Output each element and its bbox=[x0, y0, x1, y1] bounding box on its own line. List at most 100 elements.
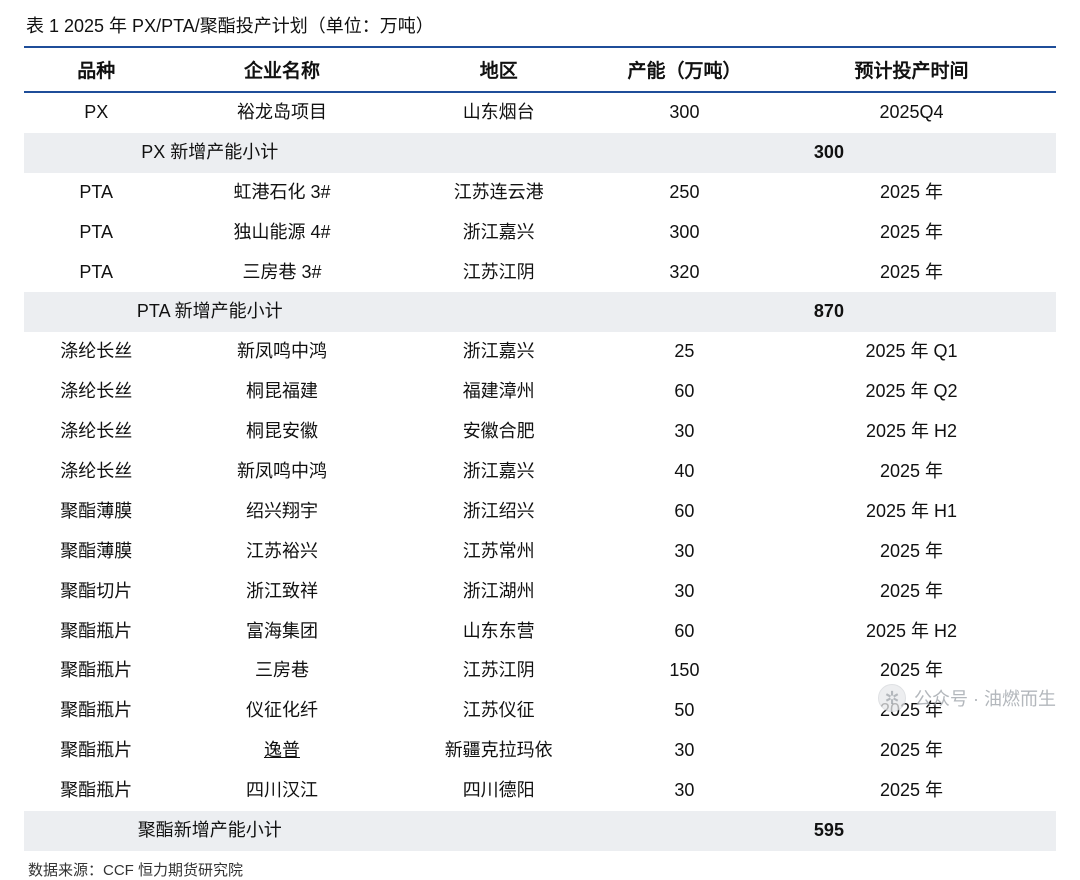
cell: 2025 年 bbox=[767, 731, 1056, 771]
cell: 江苏常州 bbox=[396, 532, 602, 572]
subtotal-blank bbox=[396, 292, 602, 332]
cell: 30 bbox=[602, 731, 767, 771]
cell: 江苏江阴 bbox=[396, 253, 602, 293]
cell: 浙江绍兴 bbox=[396, 492, 602, 532]
cell: 300 bbox=[602, 92, 767, 133]
cell: 聚酯薄膜 bbox=[24, 492, 168, 532]
cell: 2025 年 bbox=[767, 651, 1056, 691]
col-header-company: 企业名称 bbox=[168, 47, 395, 92]
table-row: 涤纶长丝桐昆福建福建漳州602025 年 Q2 bbox=[24, 372, 1056, 412]
cell: 30 bbox=[602, 771, 767, 811]
table-row: 涤纶长丝新凤鸣中鸿浙江嘉兴252025 年 Q1 bbox=[24, 332, 1056, 372]
cell: 60 bbox=[602, 372, 767, 412]
cell: 150 bbox=[602, 651, 767, 691]
table-row: 聚酯瓶片逸普新疆克拉玛依302025 年 bbox=[24, 731, 1056, 771]
table-title: 表 1 2025 年 PX/PTA/聚酯投产计划（单位：万吨） bbox=[24, 12, 1056, 38]
cell: PTA bbox=[24, 253, 168, 293]
table-row: PTA三房巷 3#江苏江阴3202025 年 bbox=[24, 253, 1056, 293]
table-row: 聚酯瓶片三房巷江苏江阴1502025 年 bbox=[24, 651, 1056, 691]
cell: 30 bbox=[602, 532, 767, 572]
cell: 聚酯瓶片 bbox=[24, 612, 168, 652]
cell: 绍兴翔宇 bbox=[168, 492, 395, 532]
table-row: PX裕龙岛项目山东烟台3002025Q4 bbox=[24, 92, 1056, 133]
cell: 2025Q4 bbox=[767, 92, 1056, 133]
cell: 2025 年 H2 bbox=[767, 612, 1056, 652]
table-row: 聚酯瓶片富海集团山东东营602025 年 H2 bbox=[24, 612, 1056, 652]
subtotal-row: PX 新增产能小计300 bbox=[24, 133, 1056, 173]
cell: 四川德阳 bbox=[396, 771, 602, 811]
table-row: 聚酯薄膜绍兴翔宇浙江绍兴602025 年 H1 bbox=[24, 492, 1056, 532]
cell: 2025 年 H2 bbox=[767, 412, 1056, 452]
cell: PTA bbox=[24, 213, 168, 253]
cell: 2025 年 H1 bbox=[767, 492, 1056, 532]
cell: 2025 年 bbox=[767, 691, 1056, 731]
cell: 聚酯瓶片 bbox=[24, 731, 168, 771]
table-row: 聚酯瓶片仪征化纤江苏仪征502025 年 bbox=[24, 691, 1056, 731]
cell: 聚酯瓶片 bbox=[24, 651, 168, 691]
cell: 江苏连云港 bbox=[396, 173, 602, 213]
cell: 30 bbox=[602, 572, 767, 612]
cell: 25 bbox=[602, 332, 767, 372]
cell: 新凤鸣中鸿 bbox=[168, 332, 395, 372]
cell: 裕龙岛项目 bbox=[168, 92, 395, 133]
cell: 山东烟台 bbox=[396, 92, 602, 133]
production-plan-table: 品种 企业名称 地区 产能（万吨） 预计投产时间 PX裕龙岛项目山东烟台3002… bbox=[24, 46, 1056, 851]
subtotal-label: PTA 新增产能小计 bbox=[24, 292, 396, 332]
cell: 2025 年 bbox=[767, 452, 1056, 492]
cell: 聚酯瓶片 bbox=[24, 771, 168, 811]
cell: 安徽合肥 bbox=[396, 412, 602, 452]
subtotal-label: PX 新增产能小计 bbox=[24, 133, 396, 173]
cell: PTA bbox=[24, 173, 168, 213]
subtotal-blank bbox=[396, 133, 602, 173]
cell: 三房巷 3# bbox=[168, 253, 395, 293]
cell: 涤纶长丝 bbox=[24, 332, 168, 372]
cell: 山东东营 bbox=[396, 612, 602, 652]
cell: 250 bbox=[602, 173, 767, 213]
cell: 涤纶长丝 bbox=[24, 412, 168, 452]
cell: 浙江湖州 bbox=[396, 572, 602, 612]
cell: 四川汉江 bbox=[168, 771, 395, 811]
cell: 30 bbox=[602, 412, 767, 452]
cell: 福建漳州 bbox=[396, 372, 602, 412]
table-row: 聚酯薄膜江苏裕兴江苏常州302025 年 bbox=[24, 532, 1056, 572]
table-row: PTA独山能源 4#浙江嘉兴3002025 年 bbox=[24, 213, 1056, 253]
subtotal-row: 聚酯新增产能小计 595 bbox=[24, 811, 1056, 851]
cell: 桐昆安徽 bbox=[168, 412, 395, 452]
cell: 富海集团 bbox=[168, 612, 395, 652]
subtotal-label: 聚酯新增产能小计 bbox=[24, 811, 396, 851]
cell: 浙江嘉兴 bbox=[396, 213, 602, 253]
cell: PX bbox=[24, 92, 168, 133]
cell: 60 bbox=[602, 492, 767, 532]
cell: 仪征化纤 bbox=[168, 691, 395, 731]
cell: 新凤鸣中鸿 bbox=[168, 452, 395, 492]
cell: 320 bbox=[602, 253, 767, 293]
cell: 涤纶长丝 bbox=[24, 452, 168, 492]
cell: 新疆克拉玛依 bbox=[396, 731, 602, 771]
table-header-row: 品种 企业名称 地区 产能（万吨） 预计投产时间 bbox=[24, 47, 1056, 92]
cell: 江苏裕兴 bbox=[168, 532, 395, 572]
cell: 2025 年 bbox=[767, 213, 1056, 253]
col-header-category: 品种 bbox=[24, 47, 168, 92]
cell: 江苏江阴 bbox=[396, 651, 602, 691]
subtotal-value: 595 bbox=[602, 811, 1056, 851]
table-row: PTA虹港石化 3#江苏连云港2502025 年 bbox=[24, 173, 1056, 213]
cell: 聚酯瓶片 bbox=[24, 691, 168, 731]
cell: 桐昆福建 bbox=[168, 372, 395, 412]
cell: 虹港石化 3# bbox=[168, 173, 395, 213]
data-source: 数据来源：CCF 恒力期货研究院 bbox=[24, 859, 1056, 880]
cell: 逸普 bbox=[168, 731, 395, 771]
cell: 浙江致祥 bbox=[168, 572, 395, 612]
cell: 40 bbox=[602, 452, 767, 492]
cell: 50 bbox=[602, 691, 767, 731]
cell: 2025 年 bbox=[767, 572, 1056, 612]
table-row: 涤纶长丝桐昆安徽安徽合肥302025 年 H2 bbox=[24, 412, 1056, 452]
subtotal-row: PTA 新增产能小计 870 bbox=[24, 292, 1056, 332]
col-header-timing: 预计投产时间 bbox=[767, 47, 1056, 92]
subtotal-blank bbox=[396, 811, 602, 851]
cell: 聚酯薄膜 bbox=[24, 532, 168, 572]
table-row: 涤纶长丝新凤鸣中鸿浙江嘉兴402025 年 bbox=[24, 452, 1056, 492]
col-header-region: 地区 bbox=[396, 47, 602, 92]
cell: 三房巷 bbox=[168, 651, 395, 691]
cell: 2025 年 bbox=[767, 253, 1056, 293]
subtotal-value: 870 bbox=[602, 292, 1056, 332]
